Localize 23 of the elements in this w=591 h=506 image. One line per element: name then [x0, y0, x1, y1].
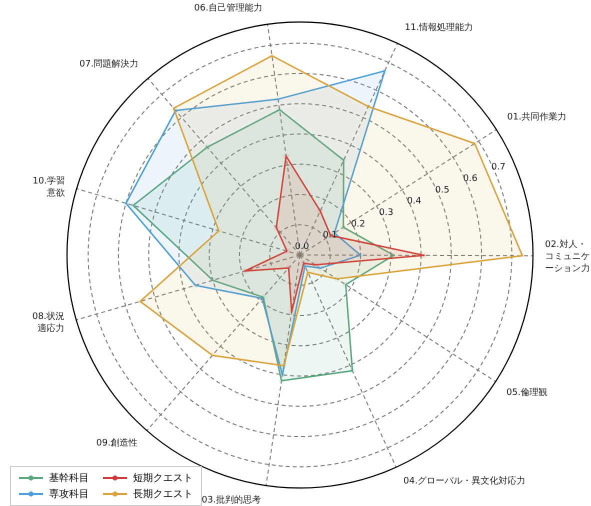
legend-label: 基幹科目 [49, 472, 89, 485]
legend-label: 長期クエスト [133, 488, 193, 501]
y-tick-label: 0.7 [491, 162, 506, 173]
spoke-label: 11.情報処理能力 [404, 22, 474, 34]
y-tick-label: 0.5 [435, 185, 450, 196]
spoke-label: 02.対人・コミュニケーション力 [545, 238, 590, 274]
y-tick-label: 0.2 [350, 219, 366, 230]
spoke-label: 09.創造性 [96, 438, 138, 449]
y-tick-label: 0.0 [294, 242, 310, 252]
y-tick-label: 0.6 [463, 174, 478, 184]
spoke-label: 05.倫理観 [506, 386, 548, 398]
y-tick-label: 0.3 [379, 208, 394, 218]
spoke-label: 01.共同作業力 [507, 111, 566, 122]
y-tick-label: 0.1 [322, 230, 338, 241]
spoke-label: 07.問題解決力 [79, 58, 139, 70]
y-tick-label: 0.4 [407, 196, 422, 207]
spoke-label: 08.状況適応力 [32, 311, 65, 334]
spoke-label: 03.批判的思考 [202, 494, 261, 506]
spoke-label: 06.自己管理能力 [194, 2, 262, 14]
legend-label: 専攻科目 [49, 488, 89, 501]
legend-label: 短期クエスト [133, 472, 193, 485]
spoke-label: 10.学習意欲 [32, 175, 65, 198]
spoke-label: 04.グローバル・異文化対応力 [403, 476, 526, 487]
